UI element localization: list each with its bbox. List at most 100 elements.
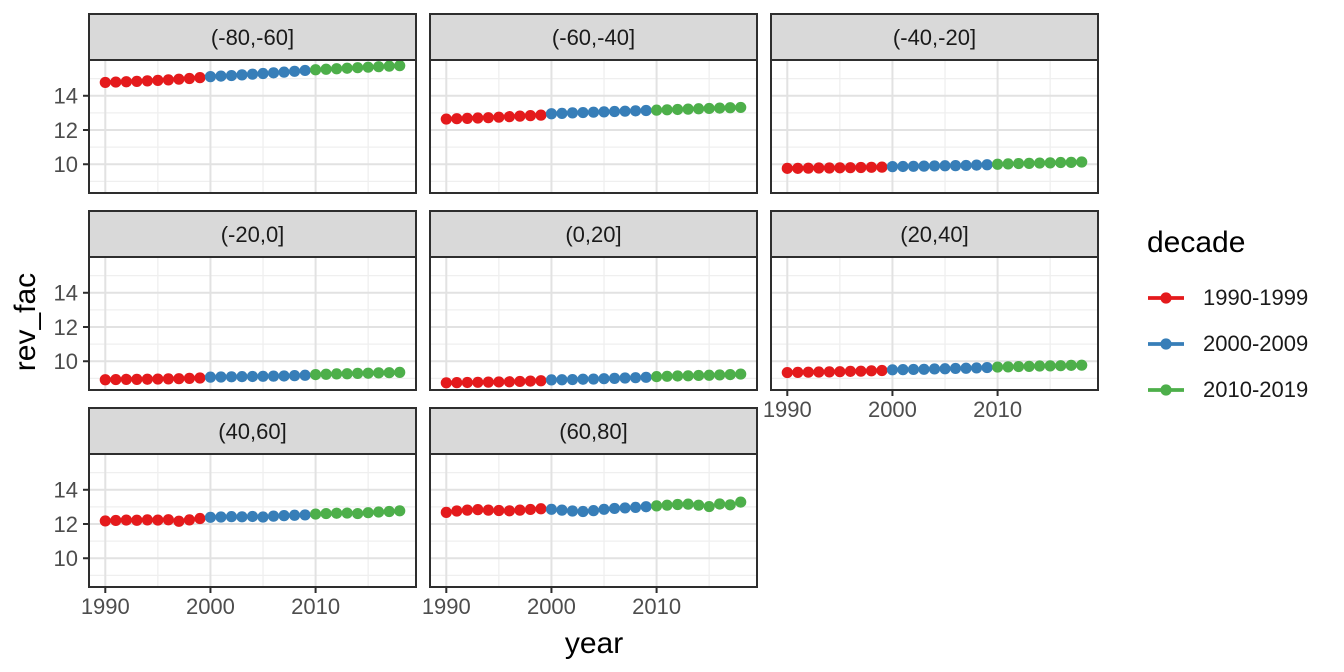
point-2010-2019 (309, 508, 322, 520)
point-2000-2009 (981, 361, 993, 374)
point-2010-2019 (1076, 156, 1088, 168)
point-2010-2019 (331, 63, 343, 75)
point-2000-2009 (299, 369, 311, 381)
point-2010-2019 (373, 61, 385, 73)
facet-strip-label: (-20,0] (221, 222, 285, 247)
x-tick-label: 2000 (186, 594, 235, 619)
point-2000-2009 (278, 66, 290, 78)
point-2000-2009 (215, 70, 227, 82)
point-1990-1999 (792, 162, 804, 174)
point-2010-2019 (650, 500, 663, 512)
point-1990-1999 (524, 503, 537, 516)
point-1990-1999 (173, 73, 185, 85)
point-2000-2009 (629, 105, 642, 117)
legend-item: 1990-1999 (1147, 285, 1309, 310)
point-2000-2009 (598, 503, 610, 515)
point-2010-2019 (383, 505, 395, 518)
point-2010-2019 (394, 366, 406, 378)
point-1990-1999 (194, 512, 206, 525)
point-2010-2019 (703, 500, 715, 513)
point-1990-1999 (482, 376, 494, 388)
point-2000-2009 (215, 511, 227, 523)
point-2010-2019 (309, 368, 322, 381)
point-1990-1999 (110, 76, 122, 88)
point-1990-1999 (152, 373, 164, 385)
point-1990-1999 (535, 109, 547, 121)
point-2010-2019 (703, 369, 715, 381)
point-1990-1999 (440, 113, 452, 125)
point-1990-1999 (813, 366, 825, 378)
point-1990-1999 (183, 72, 196, 85)
facet-strip-label: (40,60] (218, 419, 287, 444)
y-tick-label: 10 (54, 546, 78, 571)
facet-(-80,-60]: (-80,-60] 10 12 14 (54, 13, 417, 194)
point-2010-2019 (394, 60, 406, 72)
point-1990-1999 (110, 373, 122, 386)
point-2000-2009 (928, 363, 941, 375)
point-2000-2009 (267, 67, 280, 79)
facet-strip (429, 210, 758, 258)
point-2010-2019 (693, 369, 705, 382)
facet-strip (770, 210, 1099, 258)
point-2000-2009 (970, 159, 983, 171)
point-2010-2019 (352, 62, 364, 74)
point-2000-2009 (556, 374, 568, 386)
point-1990-1999 (802, 366, 814, 378)
point-1990-1999 (141, 75, 153, 87)
point-2000-2009 (598, 106, 610, 118)
y-tick-label: 12 (54, 118, 78, 143)
point-2010-2019 (341, 62, 353, 74)
point-1990-1999 (451, 505, 463, 517)
point-2010-2019 (650, 104, 663, 116)
facet-strip-label: (-80,-60] (211, 25, 294, 50)
legend-item: 2000-2009 (1147, 331, 1309, 356)
point-2010-2019 (1023, 157, 1035, 169)
point-2010-2019 (724, 368, 736, 381)
y-tick-label: 14 (54, 478, 78, 503)
point-2010-2019 (1013, 157, 1025, 170)
facet-(20,40]: (20,40] 1990 2000 2010 (763, 210, 1099, 422)
point-1990-1999 (503, 505, 515, 517)
point-1990-1999 (844, 162, 856, 174)
point-2000-2009 (640, 104, 652, 117)
point-2000-2009 (225, 511, 238, 523)
point-2000-2009 (970, 362, 983, 374)
point-1990-1999 (781, 162, 793, 174)
point-1990-1999 (194, 72, 206, 84)
point-1990-1999 (451, 377, 463, 389)
point-1990-1999 (482, 504, 494, 516)
point-1990-1999 (183, 372, 196, 384)
point-2000-2009 (246, 68, 259, 80)
point-2010-2019 (362, 61, 374, 73)
point-1990-1999 (131, 373, 143, 385)
legend-item-label: 2000-2009 (1203, 331, 1309, 356)
point-1990-1999 (162, 514, 174, 526)
facet-strip (429, 407, 758, 455)
point-2000-2009 (225, 69, 238, 82)
point-2000-2009 (204, 511, 217, 523)
point-1990-1999 (162, 74, 174, 86)
point-1990-1999 (865, 161, 878, 173)
point-1990-1999 (152, 514, 164, 526)
point-2010-2019 (331, 507, 343, 519)
point-1990-1999 (440, 506, 452, 518)
point-2010-2019 (650, 371, 663, 383)
point-2010-2019 (1055, 156, 1067, 169)
point-1990-1999 (141, 514, 153, 526)
facet-strip-label: (-40,-20] (893, 25, 976, 50)
point-1990-1999 (493, 111, 505, 123)
point-1990-1999 (855, 365, 867, 377)
legend-key-icon (1148, 338, 1184, 350)
point-1990-1999 (173, 373, 185, 385)
point-2000-2009 (897, 160, 909, 173)
point-2010-2019 (1044, 157, 1056, 169)
point-2010-2019 (320, 63, 332, 75)
point-1990-1999 (876, 364, 888, 377)
legend-item-label: 1990-1999 (1203, 285, 1309, 310)
point-2010-2019 (331, 368, 343, 380)
point-2010-2019 (320, 507, 332, 520)
y-tick-label: 12 (54, 512, 78, 537)
point-2010-2019 (383, 60, 395, 72)
legend-items: 1990-1999 2000-2009 2010-2019 (1147, 285, 1309, 402)
point-2010-2019 (991, 158, 1004, 170)
